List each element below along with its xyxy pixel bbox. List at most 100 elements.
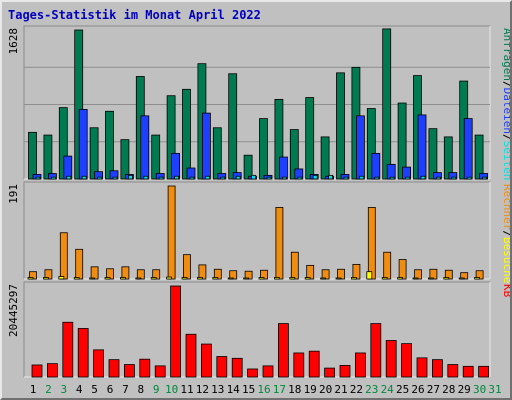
day-label-25: 25 xyxy=(396,383,409,396)
day-label-18: 18 xyxy=(288,383,301,396)
bar-dateien-day-10 xyxy=(171,152,181,180)
ymax-label: 1628 xyxy=(7,28,20,55)
legend-label-1: / xyxy=(501,81,510,88)
bar-anfragen-day-6 xyxy=(105,110,114,180)
bar-rechner-day-5 xyxy=(90,266,99,280)
bar-kb-day-10 xyxy=(170,285,182,378)
bar-rechner-day-22 xyxy=(352,263,361,280)
bar-seiten-day-5 xyxy=(97,176,102,180)
day-label-14: 14 xyxy=(227,383,241,396)
bar-besuche-day-7 xyxy=(120,277,126,280)
bar-kb-day-21 xyxy=(339,365,351,378)
bar-besuche-day-8 xyxy=(135,277,142,280)
bar-rechner-day-24 xyxy=(383,251,392,280)
bar-besuche-day-30 xyxy=(474,277,481,280)
bar-kb-day-27 xyxy=(431,359,443,378)
bar-kb-day-5 xyxy=(93,349,104,378)
bar-besuche-day-22 xyxy=(350,277,357,280)
bar-besuche-day-11 xyxy=(181,277,188,280)
bar-besuche-day-10 xyxy=(166,276,173,280)
bar-besuche-day-20 xyxy=(320,277,327,280)
bar-besuche-day-24 xyxy=(381,277,388,280)
bar-seiten-day-20 xyxy=(328,174,334,180)
bar-besuche-day-17 xyxy=(273,277,280,280)
bar-kb-day-8 xyxy=(139,358,151,378)
bar-besuche-day-6 xyxy=(104,277,111,280)
bar-besuche-day-5 xyxy=(89,277,95,280)
bar-anfragen-day-30 xyxy=(474,134,484,180)
bar-besuche-day-28 xyxy=(443,277,450,280)
bar-anfragen-day-7 xyxy=(120,139,130,180)
bar-besuche-day-16 xyxy=(258,277,265,280)
bar-kb-day-16 xyxy=(262,365,274,378)
day-label-28: 28 xyxy=(442,383,455,396)
bar-anfragen-day-14 xyxy=(228,73,238,180)
series-legend: Anfragen/Dateien/Seiten xyxy=(501,28,510,180)
bar-besuche-day-29 xyxy=(458,277,465,280)
bar-seiten-day-2 xyxy=(51,176,56,180)
bar-kb-day-6 xyxy=(108,359,120,378)
bar-kb-day-9 xyxy=(154,365,166,378)
bar-dateien-day-12 xyxy=(201,112,211,180)
ymax-label: 191 xyxy=(7,184,20,204)
bar-kb-day-23 xyxy=(370,323,382,378)
bar-rechner-day-12 xyxy=(198,264,207,280)
day-label-26: 26 xyxy=(411,383,424,396)
bar-kb-day-30 xyxy=(478,365,490,378)
legend-label-0: Anfragen xyxy=(501,28,510,81)
bar-rechner-day-19 xyxy=(306,264,315,280)
bar-besuche-day-18 xyxy=(289,277,296,280)
bar-anfragen-day-5 xyxy=(89,127,99,180)
bar-seiten-day-24 xyxy=(389,176,395,180)
bar-dateien-day-23 xyxy=(371,152,381,180)
bar-seiten-day-6 xyxy=(112,176,118,180)
day-label-30: 30 xyxy=(473,383,486,396)
bar-seiten-day-4 xyxy=(81,175,87,180)
bar-seiten-day-14 xyxy=(235,175,241,180)
bar-seiten-day-1 xyxy=(35,176,41,180)
bar-seiten-day-28 xyxy=(451,176,457,180)
bar-dateien-day-4 xyxy=(78,109,88,180)
bar-seiten-day-17 xyxy=(281,176,287,180)
day-label-31: 31 xyxy=(488,383,501,396)
bar-kb-day-22 xyxy=(354,352,366,378)
bar-kb-day-18 xyxy=(293,352,305,378)
bar-rechner-day-21 xyxy=(337,268,345,280)
bar-dateien-day-17 xyxy=(278,156,288,180)
bar-anfragen-day-19 xyxy=(305,97,315,180)
day-label-4: 4 xyxy=(76,383,83,396)
bar-kb-day-7 xyxy=(124,364,135,378)
bar-kb-day-13 xyxy=(216,356,228,378)
bar-seiten-day-19 xyxy=(312,174,318,180)
bar-rechner-day-18 xyxy=(290,251,299,280)
day-label-11: 11 xyxy=(180,383,193,396)
bar-kb-day-24 xyxy=(385,340,397,378)
day-label-23: 23 xyxy=(365,383,378,396)
bar-kb-day-17 xyxy=(277,323,289,378)
bar-kb-day-26 xyxy=(416,357,428,378)
chart-title: Tages-Statistik im Monat April 2022 xyxy=(8,8,261,22)
bar-besuche-day-3 xyxy=(58,276,65,280)
bar-anfragen-day-23 xyxy=(366,108,376,180)
bar-kb-day-28 xyxy=(447,364,459,378)
bar-seiten-day-22 xyxy=(358,175,364,180)
day-label-8: 8 xyxy=(137,383,144,396)
day-label-29: 29 xyxy=(458,383,471,396)
bar-dateien-day-29 xyxy=(463,118,473,180)
legend-label-0: Rechner xyxy=(501,184,510,231)
bar-anfragen-day-28 xyxy=(443,136,453,180)
bar-besuche-day-15 xyxy=(243,277,250,280)
bar-besuche-day-23 xyxy=(366,271,373,280)
bar-anfragen-day-3 xyxy=(58,107,68,180)
bar-anfragen-day-27 xyxy=(428,128,438,180)
day-label-16: 16 xyxy=(257,383,270,396)
bar-anfragen-day-11 xyxy=(182,88,191,180)
bar-besuche-day-27 xyxy=(427,277,434,280)
legend-label-4: Seiten xyxy=(501,141,510,181)
bar-anfragen-day-2 xyxy=(43,134,53,180)
panel-visits-sites xyxy=(23,181,491,280)
day-label-21: 21 xyxy=(334,383,347,396)
bar-besuche-day-19 xyxy=(304,277,311,280)
bar-anfragen-day-16 xyxy=(259,118,268,180)
